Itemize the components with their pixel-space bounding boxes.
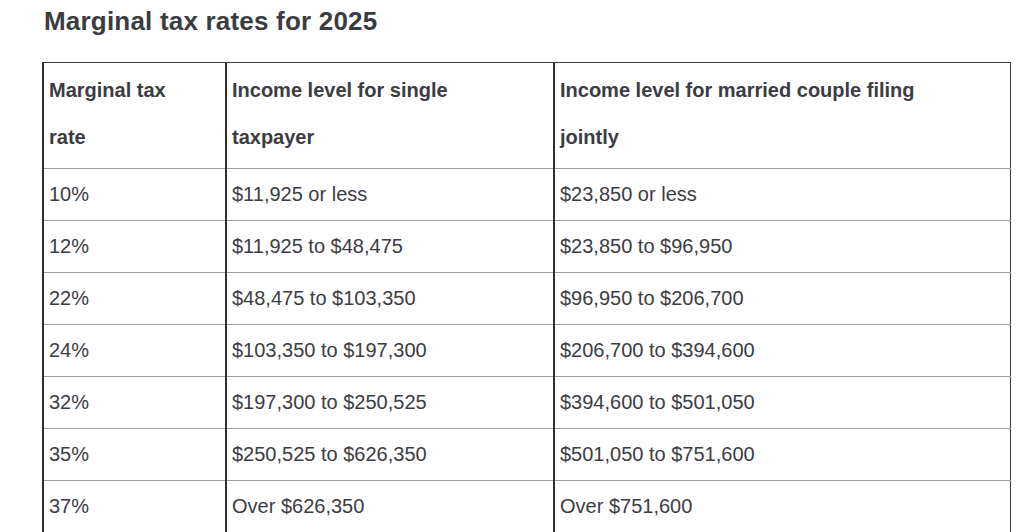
cell-single-income: $250,525 to $626,350 (226, 429, 554, 481)
cell-single-income: $11,925 or less (226, 169, 554, 221)
cell-married-income: $96,950 to $206,700 (554, 273, 1010, 325)
header-line: Income level for married couple filing (560, 67, 1005, 114)
header-line: Income level for single (232, 67, 548, 114)
cell-married-income: $23,850 to $96,950 (554, 221, 1010, 273)
cell-married-income: $23,850 or less (554, 169, 1010, 221)
header-line: rate (49, 114, 220, 161)
cell-married-income: $501,050 to $751,600 (554, 429, 1010, 481)
cell-single-income: Over $626,350 (226, 481, 554, 532)
marginal-tax-rates-table: Marginal tax rate Income level for singl… (42, 62, 1011, 532)
table-row: 12% $11,925 to $48,475 $23,850 to $96,95… (43, 221, 1010, 273)
cell-single-income: $103,350 to $197,300 (226, 325, 554, 377)
table-row: 37% Over $626,350 Over $751,600 (43, 481, 1010, 532)
cell-rate: 32% (43, 377, 226, 429)
table-row: 35% $250,525 to $626,350 $501,050 to $75… (43, 429, 1010, 481)
cell-married-income: $206,700 to $394,600 (554, 325, 1010, 377)
page-title: Marginal tax rates for 2025 (44, 6, 377, 37)
cell-single-income: $48,475 to $103,350 (226, 273, 554, 325)
table-row: 10% $11,925 or less $23,850 or less (43, 169, 1010, 221)
cell-rate: 37% (43, 481, 226, 532)
table-row: 24% $103,350 to $197,300 $206,700 to $39… (43, 325, 1010, 377)
cell-single-income: $197,300 to $250,525 (226, 377, 554, 429)
cell-rate: 12% (43, 221, 226, 273)
header-line: Marginal tax (49, 67, 220, 114)
cell-married-income: $394,600 to $501,050 (554, 377, 1010, 429)
column-header-income-single: Income level for single taxpayer (226, 63, 554, 169)
cell-rate: 24% (43, 325, 226, 377)
header-line: jointly (560, 114, 1005, 161)
cell-married-income: Over $751,600 (554, 481, 1010, 532)
header-line: taxpayer (232, 114, 548, 161)
column-header-income-married: Income level for married couple filing j… (554, 63, 1010, 169)
table-header-row: Marginal tax rate Income level for singl… (43, 63, 1010, 169)
cell-rate: 35% (43, 429, 226, 481)
cell-single-income: $11,925 to $48,475 (226, 221, 554, 273)
column-header-marginal-tax-rate: Marginal tax rate (43, 63, 226, 169)
table-row: 22% $48,475 to $103,350 $96,950 to $206,… (43, 273, 1010, 325)
cell-rate: 22% (43, 273, 226, 325)
cell-rate: 10% (43, 169, 226, 221)
table-row: 32% $197,300 to $250,525 $394,600 to $50… (43, 377, 1010, 429)
